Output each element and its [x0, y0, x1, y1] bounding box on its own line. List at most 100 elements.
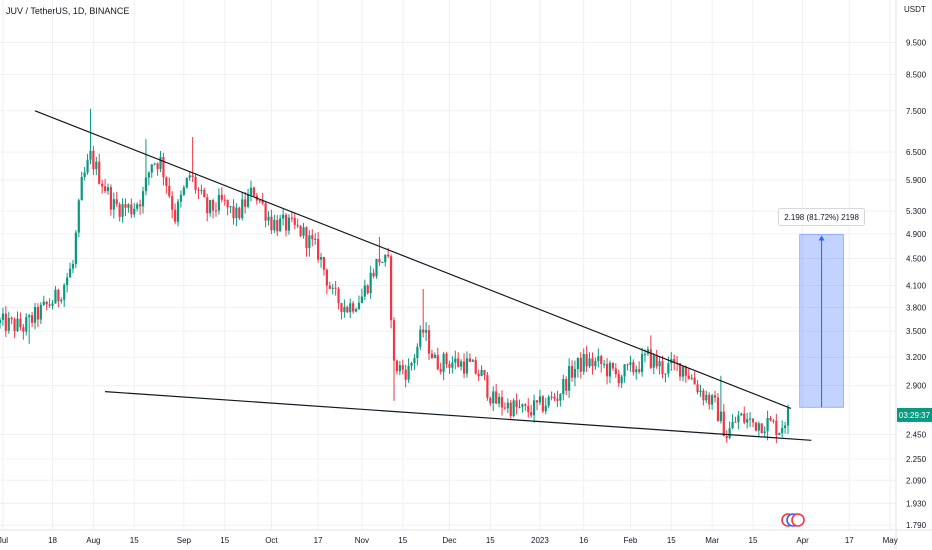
candle-body: [673, 359, 676, 363]
candle-body: [101, 183, 104, 187]
candle-body: [136, 204, 139, 209]
candle-body: [112, 199, 115, 210]
candle-body: [497, 397, 501, 404]
price-tick-label: 1.790: [906, 521, 927, 530]
candle-body: [153, 163, 156, 165]
candle-body: [722, 411, 725, 437]
candle-body: [783, 425, 787, 429]
candle-body: [375, 258, 378, 277]
candle-body: [226, 200, 229, 208]
candle-body: [282, 214, 285, 219]
candle-body: [182, 187, 185, 195]
candle-body: [681, 366, 685, 377]
price-tick-label: 1.930: [906, 499, 927, 508]
candle-body: [740, 413, 743, 416]
economic-events-icon[interactable]: [781, 513, 805, 527]
time-tick-label: 18: [48, 536, 57, 545]
candle-body: [42, 301, 45, 305]
candle-body: [649, 349, 652, 368]
candle-body: [568, 366, 571, 391]
candle-body: [687, 375, 690, 379]
candle-body: [249, 187, 253, 195]
candle-body: [395, 360, 399, 372]
candle-body: [63, 284, 66, 300]
candle-body: [331, 287, 334, 289]
candle-body: [246, 194, 250, 207]
candle-body: [667, 363, 670, 374]
candle-body: [445, 353, 448, 365]
candle-body: [617, 374, 620, 384]
candle-body: [66, 277, 69, 285]
time-tick-label: 15: [486, 536, 495, 545]
candle-body: [643, 353, 647, 355]
candle-body: [378, 258, 381, 263]
candle-body: [141, 191, 145, 207]
time-tick-label: 17: [314, 536, 323, 545]
candle-body: [363, 285, 366, 297]
candle-body: [728, 428, 731, 438]
price-tick-label: 5.300: [906, 207, 927, 216]
candle-body: [658, 361, 661, 367]
price-axis[interactable]: 9.500 8.500 7.500 6.500 5.900 5.300 4.900 4.500…: [895, 0, 932, 550]
price-range-label-box: [778, 208, 865, 226]
candle-body: [36, 306, 40, 320]
candle-body: [95, 161, 98, 170]
candle-body: [325, 269, 328, 286]
candle-body: [4, 313, 7, 331]
candle-body: [185, 177, 188, 188]
candle-body: [678, 363, 682, 377]
candle-body: [515, 400, 518, 408]
candle-body: [410, 362, 413, 366]
candle-body: [582, 353, 585, 372]
candle-body: [319, 257, 323, 260]
candle-body: [486, 375, 489, 398]
candle-body: [287, 217, 291, 231]
candle-body: [477, 373, 480, 377]
candle-body: [448, 364, 451, 368]
candle-body: [401, 365, 404, 370]
candle-body: [565, 379, 568, 391]
candle-body: [261, 200, 264, 204]
price-tick-label: 2.900: [906, 382, 927, 391]
candle-body: [33, 306, 37, 323]
candle-body: [74, 232, 77, 264]
time-tick-label: May: [883, 536, 898, 545]
candle-body: [346, 306, 349, 313]
price-tick-label: 2.450: [906, 430, 927, 439]
candle-body: [462, 361, 466, 374]
candle-body: [322, 257, 326, 270]
candle-body: [217, 194, 220, 211]
candle-body: [500, 397, 504, 408]
time-axis[interactable]: Jul 18 Aug 15 Sep 15 Oct 17 Nov 15 Dec 15 2023 16 Feb 1…: [0, 529, 932, 545]
candle-body: [562, 379, 565, 395]
candle-body: [451, 362, 454, 368]
candle-body: [746, 419, 749, 423]
candle-body: [436, 354, 439, 369]
candle-body: [387, 254, 390, 257]
candle-body: [360, 296, 364, 303]
candle-body: [652, 355, 655, 368]
candle-body: [159, 156, 162, 169]
candle-body: [1, 313, 5, 320]
candle-body: [772, 420, 775, 422]
last-price-badge: [897, 407, 932, 422]
candle-body: [162, 156, 165, 178]
time-tick-label: 15: [749, 536, 758, 545]
candle-body: [191, 175, 194, 177]
price-tick-label: 2.250: [906, 455, 927, 464]
candle-body: [302, 227, 305, 236]
symbol-title[interactable]: JUV / TetherUS, 1D, BINANCE: [6, 6, 130, 16]
candle-body: [203, 190, 206, 198]
candle-body: [98, 161, 101, 184]
candle-body: [492, 391, 495, 404]
candle-body: [16, 318, 19, 331]
candle-body: [778, 433, 781, 436]
candle-body: [305, 227, 308, 249]
candle-body: [381, 262, 384, 264]
price-tick-label: 3.800: [906, 303, 927, 312]
candle-body: [179, 194, 183, 202]
candle-body: [171, 196, 174, 210]
candle-body: [509, 402, 512, 416]
candle-body: [279, 218, 282, 232]
